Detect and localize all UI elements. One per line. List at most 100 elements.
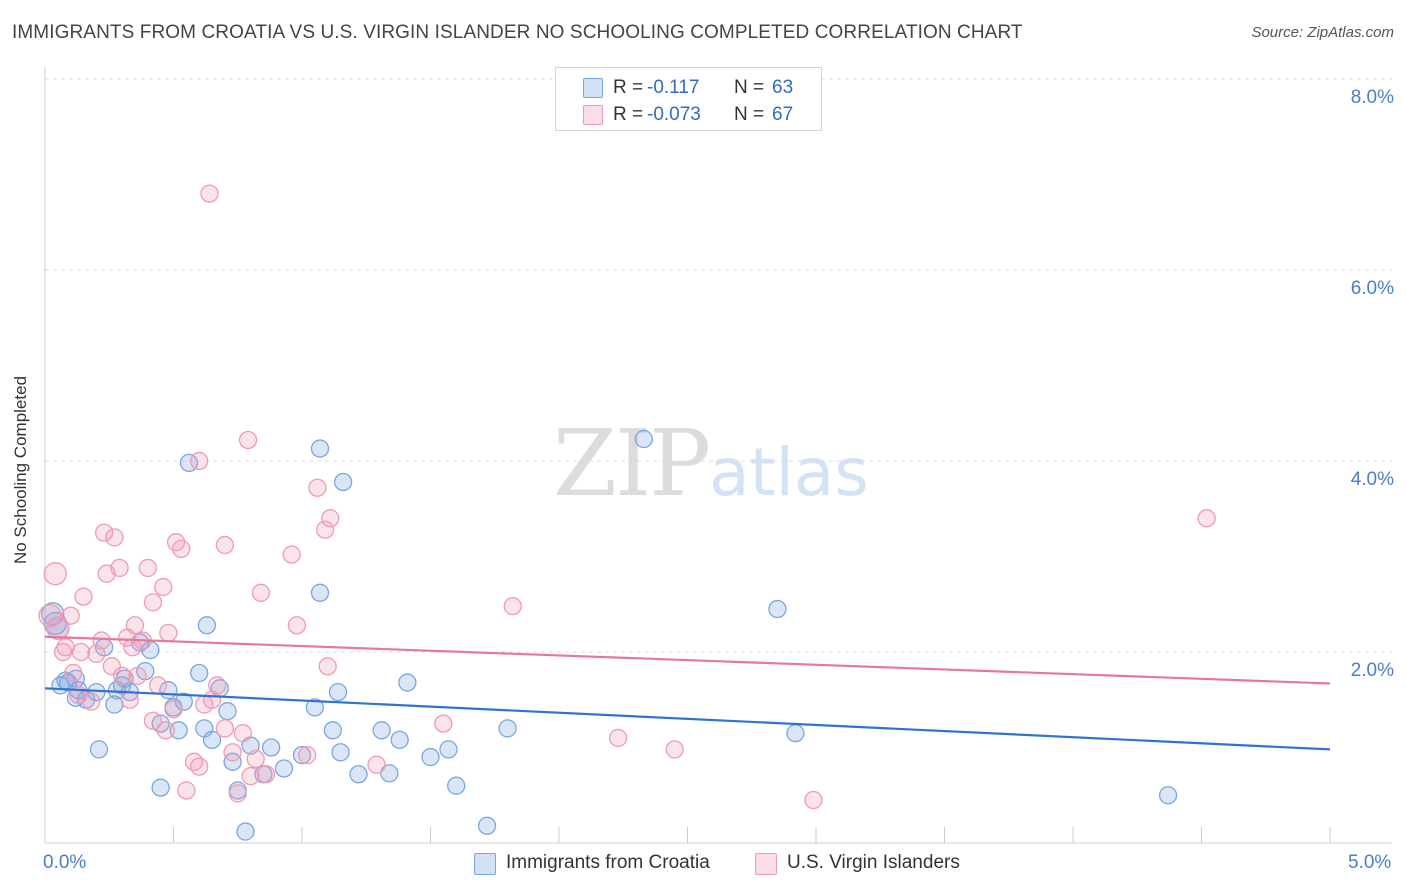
data-point [439,740,458,759]
data-point [110,558,129,578]
data-point [195,719,214,738]
data-point [38,604,62,628]
stats-row-virgin-islanders: R = -0.073 N = 67 [556,102,821,128]
grid [45,78,1392,653]
data-point [665,740,684,759]
data-point [236,822,255,841]
watermark-atlas: atlas [709,434,869,511]
data-point [156,721,175,740]
r-value: -0.117 [647,77,700,98]
trend-line-croatia [44,687,1331,751]
data-point [768,599,787,619]
watermark-zip: ZIP [553,410,711,517]
virgin-islanders-legend-swatch [755,853,777,875]
watermark: ZIPatlas [553,410,869,517]
data-point [228,784,247,803]
data-point [372,721,391,740]
legend-label: U.S. Virgin Islanders [787,852,960,873]
data-point [634,429,653,449]
data-point [148,676,168,695]
data-point [138,558,157,578]
data-point [305,698,325,717]
data-point [190,663,209,683]
data-point [608,728,628,748]
data-point [321,509,340,528]
data-point [190,451,209,471]
data-point [310,439,330,458]
data-point [333,472,353,492]
series-virgin-islanders [38,184,1216,810]
data-point [310,583,330,602]
y-tick-2: 2.0% [1350,660,1394,681]
data-point [318,657,337,676]
data-point [323,721,342,740]
data-point [421,747,440,767]
chart-title: IMMIGRANTS FROM CROATIA VS U.S. VIRGIN I… [12,22,1023,43]
data-points [38,184,1216,841]
r-value: -0.073 [647,104,701,125]
data-point [74,587,93,606]
data-point [208,676,227,695]
data-point [297,745,317,765]
n-label: N = [734,104,765,125]
data-point [256,765,276,784]
data-point [172,539,191,559]
data-point [164,700,183,719]
data-point [174,692,193,711]
data-point [71,642,91,662]
data-point [349,765,368,784]
data-point [105,528,124,547]
data-point [786,724,805,743]
data-point [107,681,127,700]
data-point [43,562,67,586]
data-point [53,642,73,662]
data-point [434,714,453,733]
legend-label: Immigrants from Croatia [506,852,710,873]
r-label: R = [613,104,644,125]
data-point [82,692,101,711]
data-point [46,616,70,640]
data-point [477,816,497,835]
data-point [251,583,271,602]
data-point [159,623,178,643]
data-point [151,778,170,797]
axes [44,67,1392,844]
data-point [282,545,301,564]
y-axis-label: No Schooling Completed [11,375,30,565]
data-point [190,757,209,776]
data-point [143,711,163,730]
data-point [241,767,260,786]
data-point [262,738,281,757]
data-point [61,606,80,625]
croatia-swatch [583,78,603,98]
data-point [177,781,196,800]
data-point [89,740,109,759]
data-point [58,673,78,692]
data-point [447,776,466,795]
data-point [215,535,235,555]
data-point [328,682,348,702]
stats-box: R = -0.117 N = 63 R = -0.073 N = 67 [555,67,822,131]
data-point [218,702,237,721]
croatia-legend-swatch [474,853,496,875]
data-point [215,719,235,738]
r-label: R = [613,77,644,98]
data-point [128,666,147,686]
data-point [112,666,132,686]
y-axis-label-box: No Schooling Completed [6,320,36,620]
data-point [503,597,522,616]
data-point [120,690,139,709]
trend-line-virgin-islanders [44,635,1331,685]
data-point [123,638,142,657]
data-point [804,790,823,810]
data-point [233,724,253,743]
data-point [398,673,417,692]
virgin-islanders-swatch [583,105,603,125]
n-label: N = [734,77,765,98]
n-value: 63 [772,77,794,98]
data-point [246,749,265,769]
data-point [238,430,258,450]
data-point [154,577,173,597]
data-point [331,743,350,762]
source-label: Source: ZipAtlas.com [1251,24,1394,41]
